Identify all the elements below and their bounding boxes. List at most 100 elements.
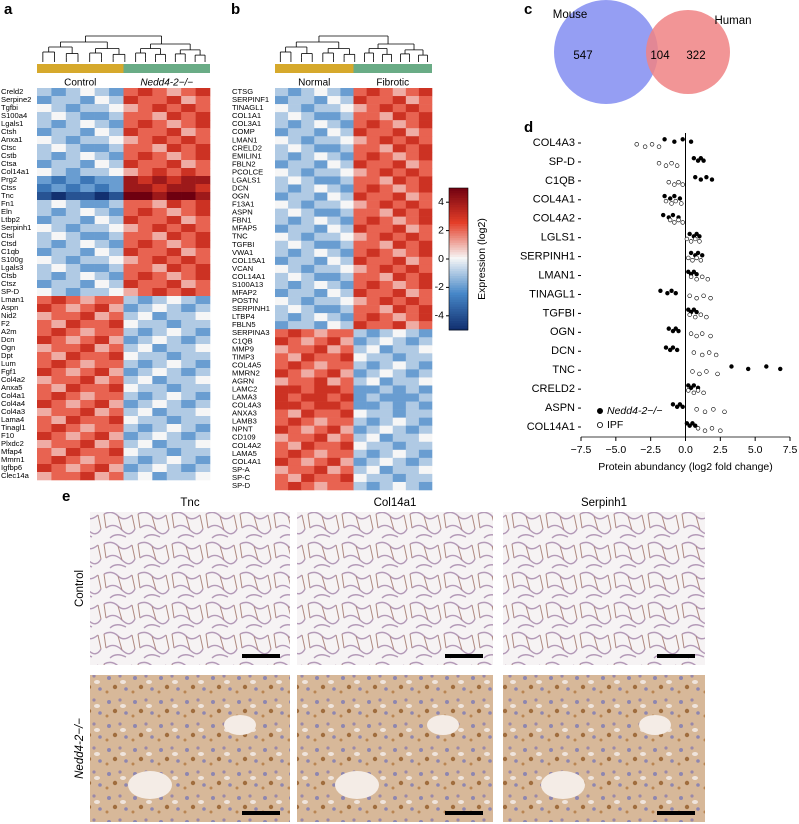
row-title: Nedd4-2−/− xyxy=(74,718,86,779)
heatmap-cell xyxy=(340,88,354,97)
heatmap-cell xyxy=(353,208,367,217)
heatmap-cell xyxy=(109,416,124,425)
heatmap-cell xyxy=(275,176,289,185)
heatmap-cell xyxy=(37,448,52,457)
heatmap-cell xyxy=(418,240,433,250)
heatmap-cell xyxy=(152,264,168,273)
heatmap-cell xyxy=(37,368,52,377)
heatmap-cell xyxy=(301,264,315,274)
heatmap-cell xyxy=(195,464,211,473)
data-point xyxy=(680,182,685,187)
heatmap-cell xyxy=(109,144,124,153)
heatmap-cell xyxy=(137,232,153,241)
heatmap-cell xyxy=(123,456,139,465)
heatmap-cell xyxy=(137,440,153,449)
heatmap-cell xyxy=(152,320,168,329)
colorbar-segment xyxy=(449,209,468,213)
heatmap-cell xyxy=(94,432,110,441)
heatmap-cell xyxy=(65,344,81,353)
heatmap-cell xyxy=(51,232,67,241)
heatmap-cell xyxy=(301,136,315,145)
heatmap-cell xyxy=(405,280,420,290)
heatmap-cell xyxy=(353,120,367,129)
heatmap-cell xyxy=(405,425,420,435)
heatmap-cell xyxy=(301,272,315,282)
heatmap-cell xyxy=(94,408,110,417)
airspace xyxy=(427,715,459,735)
heatmap-cell xyxy=(123,208,139,217)
heatmap-cell xyxy=(418,425,433,435)
heatmap-cell xyxy=(51,184,67,193)
heatmap-cell xyxy=(195,344,211,353)
heatmap-cell xyxy=(366,329,380,338)
heatmap-cell xyxy=(152,352,168,361)
heatmap-cell xyxy=(405,297,420,306)
heatmap-cell xyxy=(109,312,124,321)
heatmap-cell xyxy=(65,400,81,409)
heatmap-cell xyxy=(392,417,407,426)
heatmap-cell xyxy=(379,280,394,290)
heatmap-cell xyxy=(275,192,289,201)
heatmap-cell xyxy=(137,208,153,217)
data-point xyxy=(693,314,698,320)
data-point xyxy=(695,388,701,393)
heatmap-cell xyxy=(314,96,328,105)
data-point xyxy=(686,307,691,312)
heatmap-cell xyxy=(288,120,302,129)
colorbar-segment xyxy=(449,263,468,267)
heatmap-cell xyxy=(166,200,182,209)
heatmap-cell xyxy=(37,112,52,121)
gene-label: SERPINF1 xyxy=(232,95,269,104)
data-point xyxy=(656,161,662,166)
heatmap-cell xyxy=(166,432,182,441)
heatmap-cell xyxy=(379,481,394,491)
heatmap-cell xyxy=(166,304,182,313)
heatmap-cell xyxy=(379,377,394,386)
heatmap-cell xyxy=(392,465,407,475)
gene-label: Ctsc xyxy=(1,143,16,152)
heatmap-cell xyxy=(379,96,394,105)
heatmap-cell xyxy=(37,440,52,449)
group-bar xyxy=(353,64,432,73)
heatmap-cell xyxy=(405,192,420,201)
gene-label: Nid2 xyxy=(1,311,17,320)
heatmap-cell xyxy=(65,432,81,441)
heatmap-cell xyxy=(379,433,394,443)
heatmap-cell xyxy=(288,305,302,314)
heatmap-cell xyxy=(137,432,153,441)
heatmap-cell xyxy=(301,417,315,426)
heatmap-cell xyxy=(275,305,289,314)
heatmap-cell xyxy=(65,240,81,249)
heatmap-cell xyxy=(123,376,139,385)
heatmap-cell xyxy=(314,441,328,451)
gene-label: Creld2 xyxy=(1,87,23,96)
heatmap-cell xyxy=(301,184,315,193)
heatmap-cell xyxy=(275,216,289,225)
heatmap-cell xyxy=(137,328,153,337)
x-tick-label: −5.0 xyxy=(605,444,626,456)
heatmap-cell xyxy=(405,457,420,467)
heatmap-cell xyxy=(366,433,380,443)
group-bar xyxy=(275,64,354,73)
data-point xyxy=(700,274,705,280)
heatmap-cell xyxy=(195,440,211,449)
heatmap-cell xyxy=(109,368,124,377)
heatmap-cell xyxy=(80,304,95,313)
heatmap-cell xyxy=(51,440,67,449)
heatmap-cell xyxy=(181,248,196,257)
heatmap-cell xyxy=(166,224,182,233)
heatmap-cell xyxy=(65,168,81,177)
heatmap-cell xyxy=(51,472,67,481)
scale-bar xyxy=(445,654,483,658)
heatmap-cell xyxy=(51,144,67,153)
gene-label: Ctsh xyxy=(1,127,17,136)
heatmap-cell xyxy=(51,352,67,361)
gene-label: C1qb xyxy=(1,247,19,256)
heatmap-cell xyxy=(181,160,196,169)
heatmap-cell xyxy=(94,392,110,401)
heatmap-cell xyxy=(275,481,289,491)
heatmap-cell xyxy=(288,144,302,153)
heatmap-cell xyxy=(166,88,182,97)
heatmap-cell xyxy=(288,88,302,97)
heatmap-cell xyxy=(65,424,81,433)
